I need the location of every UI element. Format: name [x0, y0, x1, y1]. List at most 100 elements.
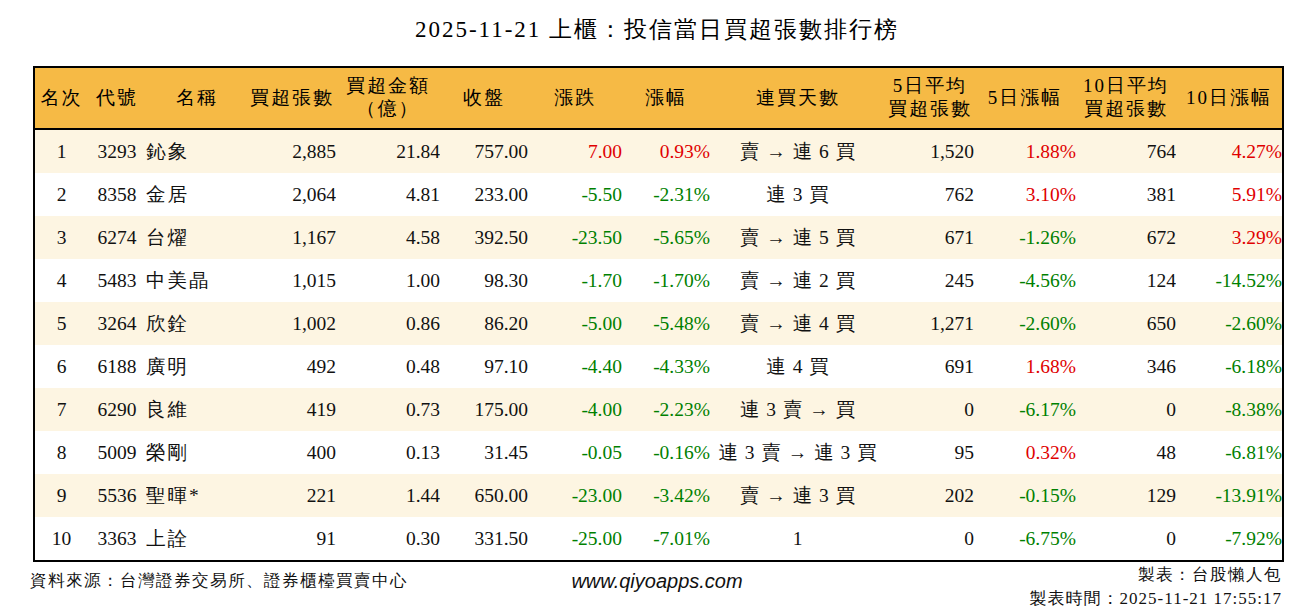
cell-change-pct: -1.70%	[622, 259, 710, 302]
cell-avg5d-volume: 691	[886, 345, 974, 388]
cell-code: 6274	[88, 216, 146, 259]
table-row: 13293鈊象2,88521.84757.007.000.93%賣 → 連 6 …	[34, 129, 1283, 173]
cell-net-buy-amount: 0.86	[336, 302, 440, 345]
table-row: 53264欣銓1,0020.8686.20-5.00-5.48%賣 → 連 4 …	[34, 302, 1283, 345]
ranking-table-container: 名次代號名稱買超張數買超金額 （億）收盤漲跌漲幅連買天數5日平均 買超張數5日漲…	[33, 66, 1282, 562]
page-title: 2025-11-21 上櫃：投信當日買超張數排行榜	[0, 14, 1314, 45]
cell-rank: 2	[34, 173, 88, 216]
cell-rank: 4	[34, 259, 88, 302]
cell-change: -1.70	[528, 259, 622, 302]
cell-code: 6188	[88, 345, 146, 388]
cell-close: 97.10	[440, 345, 528, 388]
col-header-change5d-pct: 5日漲幅	[974, 67, 1076, 129]
table-row: 95536聖暉*2211.44650.00-23.00-3.42%賣 → 連 3…	[34, 474, 1283, 517]
cell-change10d-pct: -2.60%	[1176, 302, 1283, 345]
col-header-net-buy-volume: 買超張數	[248, 67, 336, 129]
cell-close: 98.30	[440, 259, 528, 302]
cell-change5d-pct: 3.10%	[974, 173, 1076, 216]
cell-change: -25.00	[528, 517, 622, 561]
cell-consecutive-buy-days: 賣 → 連 6 買	[710, 129, 886, 173]
cell-change5d-pct: 1.68%	[974, 345, 1076, 388]
cell-net-buy-amount: 1.44	[336, 474, 440, 517]
cell-code: 3264	[88, 302, 146, 345]
cell-close: 331.50	[440, 517, 528, 561]
cell-net-buy-volume: 1,002	[248, 302, 336, 345]
cell-change-pct: -2.23%	[622, 388, 710, 431]
cell-change10d-pct: -8.38%	[1176, 388, 1283, 431]
cell-change-pct: -0.16%	[622, 431, 710, 474]
cell-change-pct: -4.33%	[622, 345, 710, 388]
cell-change5d-pct: -0.15%	[974, 474, 1076, 517]
cell-change: -5.00	[528, 302, 622, 345]
cell-consecutive-buy-days: 連 3 買	[710, 173, 886, 216]
cell-code: 3293	[88, 129, 146, 173]
cell-avg10d-volume: 48	[1076, 431, 1176, 474]
col-header-name: 名稱	[146, 67, 248, 129]
cell-code: 6290	[88, 388, 146, 431]
cell-close: 757.00	[440, 129, 528, 173]
cell-name: 鈊象	[146, 129, 248, 173]
cell-rank: 8	[34, 431, 88, 474]
cell-net-buy-volume: 400	[248, 431, 336, 474]
table-row: 66188廣明4920.4897.10-4.40-4.33%連 4 買6911.…	[34, 345, 1283, 388]
cell-name: 聖暉*	[146, 474, 248, 517]
cell-consecutive-buy-days: 連 4 買	[710, 345, 886, 388]
cell-avg5d-volume: 1,520	[886, 129, 974, 173]
col-header-avg10d-volume: 10日平均 買超張數	[1076, 67, 1176, 129]
cell-change: -4.40	[528, 345, 622, 388]
cell-change-pct: -5.48%	[622, 302, 710, 345]
cell-close: 233.00	[440, 173, 528, 216]
table-row: 36274台燿1,1674.58392.50-23.50-5.65%賣 → 連 …	[34, 216, 1283, 259]
cell-change-pct: -2.31%	[622, 173, 710, 216]
cell-net-buy-volume: 419	[248, 388, 336, 431]
author-note: 製表：台股懶人包	[1138, 564, 1282, 586]
cell-consecutive-buy-days: 賣 → 連 3 買	[710, 474, 886, 517]
col-header-change: 漲跌	[528, 67, 622, 129]
cell-consecutive-buy-days: 賣 → 連 4 買	[710, 302, 886, 345]
cell-change5d-pct: -4.56%	[974, 259, 1076, 302]
cell-avg10d-volume: 346	[1076, 345, 1176, 388]
cell-consecutive-buy-days: 連 3 賣 → 連 3 買	[710, 431, 886, 474]
cell-avg10d-volume: 124	[1076, 259, 1176, 302]
cell-close: 31.45	[440, 431, 528, 474]
cell-change10d-pct: 4.27%	[1176, 129, 1283, 173]
cell-change10d-pct: -7.92%	[1176, 517, 1283, 561]
cell-net-buy-amount: 0.13	[336, 431, 440, 474]
col-header-avg5d-volume: 5日平均 買超張數	[886, 67, 974, 129]
cell-change5d-pct: -6.17%	[974, 388, 1076, 431]
cell-name: 榮剛	[146, 431, 248, 474]
cell-change10d-pct: -14.52%	[1176, 259, 1283, 302]
cell-net-buy-amount: 0.48	[336, 345, 440, 388]
cell-name: 廣明	[146, 345, 248, 388]
cell-code: 8358	[88, 173, 146, 216]
col-header-code: 代號	[88, 67, 146, 129]
cell-avg5d-volume: 671	[886, 216, 974, 259]
cell-avg10d-volume: 764	[1076, 129, 1176, 173]
table-row: 103363上詮910.30331.50-25.00-7.01%10-6.75%…	[34, 517, 1283, 561]
cell-change: -5.50	[528, 173, 622, 216]
cell-change5d-pct: -1.26%	[974, 216, 1076, 259]
cell-net-buy-volume: 221	[248, 474, 336, 517]
timestamp-note: 製表時間：2025-11-21 17:55:17	[1030, 587, 1282, 610]
cell-code: 3363	[88, 517, 146, 561]
table-row: 85009榮剛4000.1331.45-0.05-0.16%連 3 賣 → 連 …	[34, 431, 1283, 474]
cell-avg5d-volume: 0	[886, 517, 974, 561]
table-row: 45483中美晶1,0151.0098.30-1.70-1.70%賣 → 連 2…	[34, 259, 1283, 302]
cell-name: 欣銓	[146, 302, 248, 345]
cell-change-pct: 0.93%	[622, 129, 710, 173]
cell-avg10d-volume: 0	[1076, 388, 1176, 431]
cell-change10d-pct: -6.18%	[1176, 345, 1283, 388]
cell-change5d-pct: 1.88%	[974, 129, 1076, 173]
cell-avg5d-volume: 202	[886, 474, 974, 517]
cell-change: 7.00	[528, 129, 622, 173]
cell-rank: 6	[34, 345, 88, 388]
col-header-net-buy-amount: 買超金額 （億）	[336, 67, 440, 129]
cell-avg10d-volume: 129	[1076, 474, 1176, 517]
cell-avg5d-volume: 245	[886, 259, 974, 302]
cell-change-pct: -3.42%	[622, 474, 710, 517]
cell-net-buy-volume: 1,015	[248, 259, 336, 302]
table-row: 28358金居2,0644.81233.00-5.50-2.31%連 3 買76…	[34, 173, 1283, 216]
cell-net-buy-amount: 1.00	[336, 259, 440, 302]
cell-rank: 7	[34, 388, 88, 431]
ranking-table: 名次代號名稱買超張數買超金額 （億）收盤漲跌漲幅連買天數5日平均 買超張數5日漲…	[33, 66, 1284, 562]
